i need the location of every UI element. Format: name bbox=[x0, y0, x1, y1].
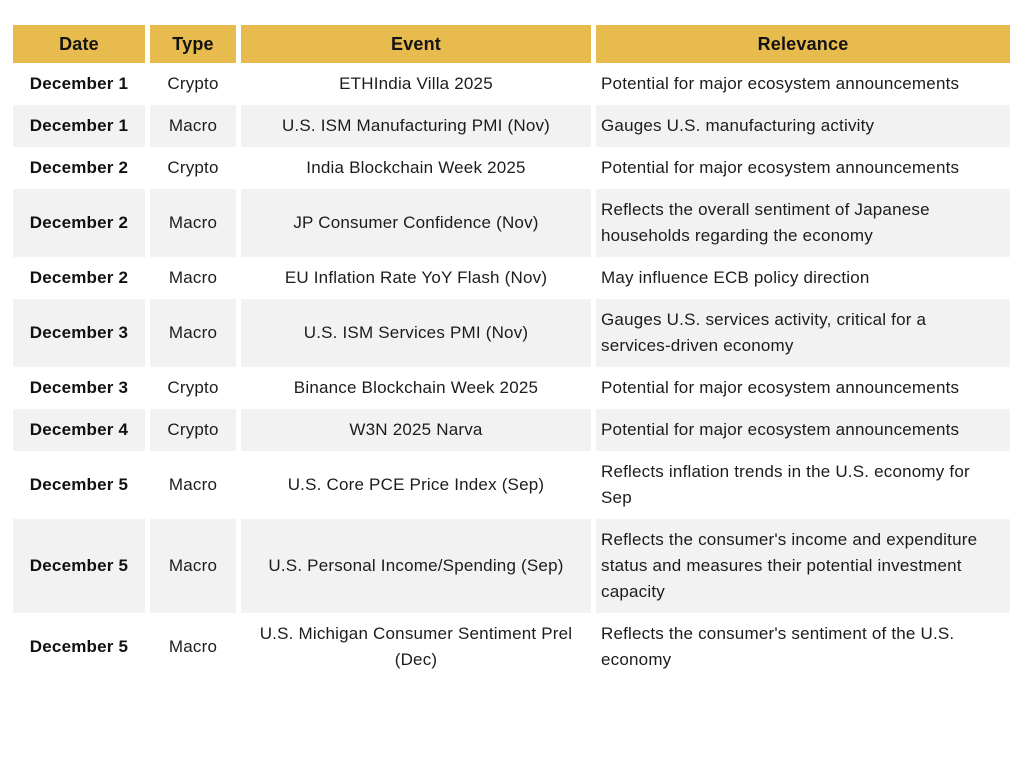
type-cell: Macro bbox=[150, 519, 236, 613]
event-cell: U.S. Michigan Consumer Sentiment Prel (D… bbox=[259, 624, 573, 669]
date-cell: December 1 bbox=[13, 105, 145, 147]
relevance-cell: Reflects the consumer's income and expen… bbox=[596, 519, 1010, 613]
date-cell: December 3 bbox=[29, 378, 129, 397]
date-cell: December 5 bbox=[29, 637, 129, 656]
type-cell: Macro bbox=[168, 637, 218, 656]
table-row: December 5 Macro U.S. Personal Income/Sp… bbox=[13, 519, 1010, 613]
table-row: December 1 Macro U.S. ISM Manufacturing … bbox=[13, 105, 1010, 147]
table-row: December 2 Macro JP Consumer Confidence … bbox=[13, 189, 1010, 257]
events-table: Date Type Event Relevance December 1 Cry… bbox=[13, 25, 1010, 681]
event-cell: ETHIndia Villa 2025 bbox=[339, 74, 493, 93]
event-cell: U.S. Personal Income/Spending (Sep) bbox=[241, 519, 591, 613]
relevance-cell: Gauges U.S. manufacturing activity bbox=[596, 105, 1010, 147]
table-row: December 5 Macro U.S. Michigan Consumer … bbox=[13, 613, 1010, 681]
event-cell: JP Consumer Confidence (Nov) bbox=[241, 189, 591, 257]
type-cell: Macro bbox=[150, 299, 236, 367]
type-cell: Crypto bbox=[150, 409, 236, 451]
date-cell: December 4 bbox=[13, 409, 145, 451]
header-relevance: Relevance bbox=[596, 25, 1010, 63]
relevance-cell: Potential for major ecosystem announceme… bbox=[601, 74, 960, 93]
event-cell: U.S. Core PCE Price Index (Sep) bbox=[287, 475, 545, 494]
relevance-cell: Reflects the consumer's sentiment of the… bbox=[601, 624, 955, 669]
date-cell: December 2 bbox=[29, 268, 129, 287]
header-date: Date bbox=[13, 25, 145, 63]
type-cell: Macro bbox=[150, 105, 236, 147]
date-cell: December 2 bbox=[29, 158, 129, 177]
date-cell: December 5 bbox=[13, 519, 145, 613]
table-header-row: Date Type Event Relevance bbox=[13, 25, 1010, 63]
date-cell: December 1 bbox=[29, 74, 129, 93]
event-cell: India Blockchain Week 2025 bbox=[306, 158, 526, 177]
event-cell: U.S. ISM Services PMI (Nov) bbox=[241, 299, 591, 367]
type-cell: Macro bbox=[168, 268, 218, 287]
event-cell: EU Inflation Rate YoY Flash (Nov) bbox=[284, 268, 548, 287]
table-row: December 1 Crypto ETHIndia Villa 2025 Po… bbox=[13, 63, 1010, 105]
table-row: December 2 Crypto India Blockchain Week … bbox=[13, 147, 1010, 189]
header-type: Type bbox=[150, 25, 236, 63]
event-cell: U.S. ISM Manufacturing PMI (Nov) bbox=[241, 105, 591, 147]
type-cell: Crypto bbox=[167, 158, 219, 177]
relevance-cell: Gauges U.S. services activity, critical … bbox=[596, 299, 1010, 367]
event-cell: Binance Blockchain Week 2025 bbox=[293, 378, 539, 397]
date-cell: December 3 bbox=[13, 299, 145, 367]
type-cell: Macro bbox=[168, 475, 218, 494]
date-cell: December 5 bbox=[29, 475, 129, 494]
table-row: December 5 Macro U.S. Core PCE Price Ind… bbox=[13, 451, 1010, 519]
relevance-cell: Potential for major ecosystem announceme… bbox=[601, 158, 960, 177]
table-row: December 2 Macro EU Inflation Rate YoY F… bbox=[13, 257, 1010, 299]
relevance-cell: Potential for major ecosystem announceme… bbox=[601, 378, 960, 397]
date-cell: December 2 bbox=[13, 189, 145, 257]
header-event: Event bbox=[241, 25, 591, 63]
event-cell: W3N 2025 Narva bbox=[241, 409, 591, 451]
table-row: December 3 Macro U.S. ISM Services PMI (… bbox=[13, 299, 1010, 367]
type-cell: Macro bbox=[150, 189, 236, 257]
relevance-cell: May influence ECB policy direction bbox=[601, 268, 870, 287]
relevance-cell: Reflects inflation trends in the U.S. ec… bbox=[601, 462, 970, 507]
table-row: December 3 Crypto Binance Blockchain Wee… bbox=[13, 367, 1010, 409]
relevance-cell: Potential for major ecosystem announceme… bbox=[596, 409, 1010, 451]
relevance-cell: Reflects the overall sentiment of Japane… bbox=[596, 189, 1010, 257]
type-cell: Crypto bbox=[167, 378, 219, 397]
table-row: December 4 Crypto W3N 2025 Narva Potenti… bbox=[13, 409, 1010, 451]
type-cell: Crypto bbox=[167, 74, 219, 93]
